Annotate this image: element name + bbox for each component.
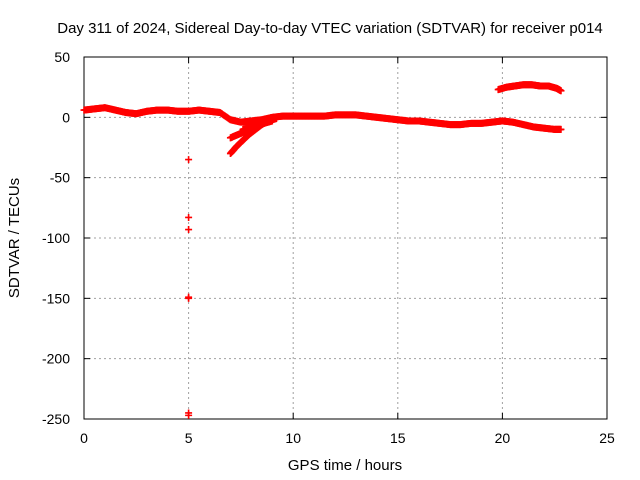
x-tick-label: 25 [599,430,615,446]
x-tick-label: 10 [285,430,301,446]
y-tick-label: 50 [54,49,70,65]
x-tick-label: 5 [185,430,193,446]
data-point [272,115,280,123]
x-axis-label: GPS time / hours [288,457,402,474]
data-point [185,156,193,164]
y-tick-label: 0 [62,109,70,125]
chart-title: Day 311 of 2024, Sidereal Day-to-day VTE… [57,20,603,37]
x-tick-label: 0 [80,430,88,446]
x-tick-label: 15 [390,430,406,446]
data-point [185,294,193,302]
x-tick-labels: 0 5 10 15 20 25 [80,430,615,446]
y-axis-label: SDTVAR / TECUs [6,178,23,298]
data-point [185,411,193,419]
y-tick-label: -50 [50,170,70,186]
data-point [185,213,193,221]
data-point [185,226,193,234]
y-tick-labels: 50 0 -50 -100 -150 -200 -250 [42,49,70,427]
series-descending-arc-3 [239,115,280,133]
y-tick-label: -200 [42,351,70,367]
series-main-trace [80,104,565,133]
data-points [80,81,565,419]
y-tick-label: -150 [42,290,70,306]
series-late-upper-arc [494,81,565,95]
x-tick-label: 20 [495,430,511,446]
series-isolated-points [185,156,193,419]
y-tick-label: -250 [42,411,70,427]
y-tick-label: -100 [42,230,70,246]
data-point [557,125,565,133]
data-point [557,87,565,95]
